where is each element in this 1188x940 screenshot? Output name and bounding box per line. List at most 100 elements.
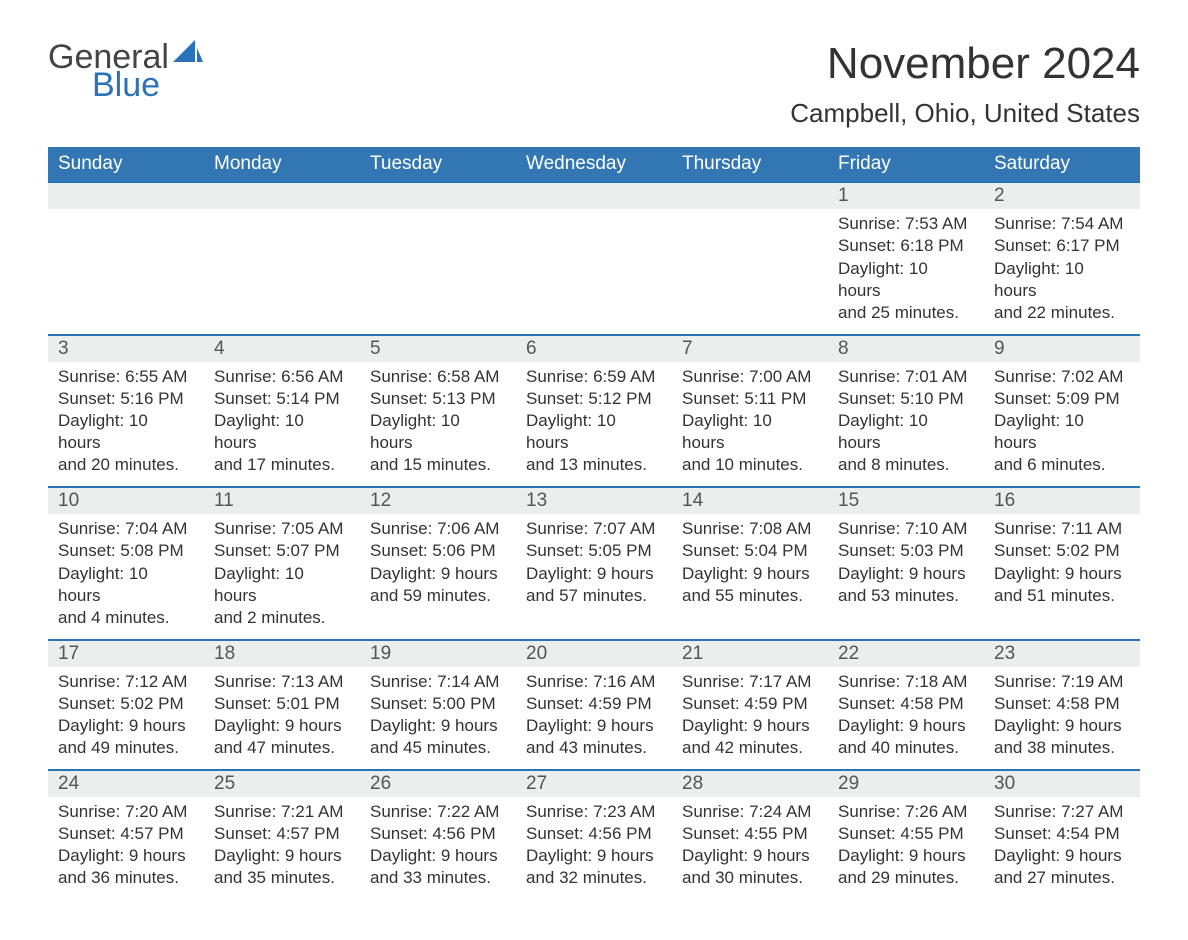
- sunset-line: Sunset: 5:13 PM: [370, 388, 506, 410]
- empty-day-band: [516, 183, 672, 209]
- sunset-line: Sunset: 4:57 PM: [58, 823, 194, 845]
- daylight-line: and 4 minutes.: [58, 607, 194, 629]
- calendar-day-cell: 16Sunrise: 7:11 AMSunset: 5:02 PMDayligh…: [984, 487, 1140, 639]
- weekday-header: Wednesday: [516, 147, 672, 182]
- daylight-line: and 32 minutes.: [526, 867, 662, 889]
- daylight-line: Daylight: 10 hours: [370, 410, 506, 454]
- calendar-day-cell: 1Sunrise: 7:53 AMSunset: 6:18 PMDaylight…: [828, 182, 984, 334]
- brand-logo: General Blue: [48, 40, 203, 102]
- sunrise-line: Sunrise: 7:05 AM: [214, 518, 350, 540]
- calendar-day-cell: 25Sunrise: 7:21 AMSunset: 4:57 PMDayligh…: [204, 770, 360, 900]
- day-details: Sunrise: 7:20 AMSunset: 4:57 PMDaylight:…: [48, 797, 204, 899]
- calendar-day-cell: 8Sunrise: 7:01 AMSunset: 5:10 PMDaylight…: [828, 335, 984, 487]
- daylight-line: and 25 minutes.: [838, 302, 974, 324]
- sunset-line: Sunset: 4:59 PM: [682, 693, 818, 715]
- day-details: Sunrise: 7:08 AMSunset: 5:04 PMDaylight:…: [672, 514, 828, 616]
- sunrise-line: Sunrise: 7:17 AM: [682, 671, 818, 693]
- day-number: 24: [48, 771, 204, 797]
- daylight-line: Daylight: 9 hours: [994, 715, 1130, 737]
- daylight-line: and 13 minutes.: [526, 454, 662, 476]
- sunrise-line: Sunrise: 7:27 AM: [994, 801, 1130, 823]
- sunrise-line: Sunrise: 7:07 AM: [526, 518, 662, 540]
- daylight-line: and 51 minutes.: [994, 585, 1130, 607]
- sunset-line: Sunset: 5:08 PM: [58, 540, 194, 562]
- calendar-empty-cell: [672, 182, 828, 334]
- calendar-day-cell: 29Sunrise: 7:26 AMSunset: 4:55 PMDayligh…: [828, 770, 984, 900]
- day-number: 20: [516, 641, 672, 667]
- daylight-line: and 57 minutes.: [526, 585, 662, 607]
- sunrise-line: Sunrise: 7:02 AM: [994, 366, 1130, 388]
- day-details: Sunrise: 7:26 AMSunset: 4:55 PMDaylight:…: [828, 797, 984, 899]
- sunset-line: Sunset: 5:06 PM: [370, 540, 506, 562]
- sunset-line: Sunset: 5:11 PM: [682, 388, 818, 410]
- daylight-line: and 10 minutes.: [682, 454, 818, 476]
- day-details: Sunrise: 6:56 AMSunset: 5:14 PMDaylight:…: [204, 362, 360, 486]
- brand-part2: Blue: [92, 68, 203, 102]
- sunset-line: Sunset: 5:03 PM: [838, 540, 974, 562]
- daylight-line: and 33 minutes.: [370, 867, 506, 889]
- daylight-line: Daylight: 10 hours: [58, 410, 194, 454]
- day-number: 25: [204, 771, 360, 797]
- day-number: 13: [516, 488, 672, 514]
- sunrise-line: Sunrise: 6:59 AM: [526, 366, 662, 388]
- sunrise-line: Sunrise: 7:06 AM: [370, 518, 506, 540]
- calendar-day-cell: 3Sunrise: 6:55 AMSunset: 5:16 PMDaylight…: [48, 335, 204, 487]
- sunrise-line: Sunrise: 7:20 AM: [58, 801, 194, 823]
- daylight-line: and 45 minutes.: [370, 737, 506, 759]
- day-details: Sunrise: 7:05 AMSunset: 5:07 PMDaylight:…: [204, 514, 360, 638]
- calendar-day-cell: 19Sunrise: 7:14 AMSunset: 5:00 PMDayligh…: [360, 640, 516, 770]
- daylight-line: and 29 minutes.: [838, 867, 974, 889]
- calendar-week-row: 3Sunrise: 6:55 AMSunset: 5:16 PMDaylight…: [48, 335, 1140, 487]
- sunset-line: Sunset: 4:56 PM: [526, 823, 662, 845]
- daylight-line: Daylight: 10 hours: [838, 410, 974, 454]
- header: General Blue November 2024 Campbell, Ohi…: [48, 40, 1140, 129]
- empty-day-band: [204, 183, 360, 209]
- sunrise-line: Sunrise: 7:08 AM: [682, 518, 818, 540]
- sunset-line: Sunset: 4:59 PM: [526, 693, 662, 715]
- sunset-line: Sunset: 5:09 PM: [994, 388, 1130, 410]
- daylight-line: and 36 minutes.: [58, 867, 194, 889]
- daylight-line: Daylight: 9 hours: [214, 715, 350, 737]
- day-details: Sunrise: 7:22 AMSunset: 4:56 PMDaylight:…: [360, 797, 516, 899]
- calendar-day-cell: 2Sunrise: 7:54 AMSunset: 6:17 PMDaylight…: [984, 182, 1140, 334]
- day-details: Sunrise: 7:27 AMSunset: 4:54 PMDaylight:…: [984, 797, 1140, 899]
- daylight-line: and 59 minutes.: [370, 585, 506, 607]
- sunrise-line: Sunrise: 6:56 AM: [214, 366, 350, 388]
- calendar-day-cell: 24Sunrise: 7:20 AMSunset: 4:57 PMDayligh…: [48, 770, 204, 900]
- sunset-line: Sunset: 5:01 PM: [214, 693, 350, 715]
- calendar-empty-cell: [360, 182, 516, 334]
- daylight-line: Daylight: 10 hours: [214, 410, 350, 454]
- day-details: Sunrise: 7:01 AMSunset: 5:10 PMDaylight:…: [828, 362, 984, 486]
- daylight-line: Daylight: 10 hours: [994, 258, 1130, 302]
- sunrise-line: Sunrise: 7:14 AM: [370, 671, 506, 693]
- day-number: 18: [204, 641, 360, 667]
- day-number: 11: [204, 488, 360, 514]
- day-number: 2: [984, 183, 1140, 209]
- sunset-line: Sunset: 4:58 PM: [838, 693, 974, 715]
- day-number: 7: [672, 336, 828, 362]
- daylight-line: and 43 minutes.: [526, 737, 662, 759]
- calendar-day-cell: 9Sunrise: 7:02 AMSunset: 5:09 PMDaylight…: [984, 335, 1140, 487]
- daylight-line: Daylight: 9 hours: [838, 845, 974, 867]
- daylight-line: and 40 minutes.: [838, 737, 974, 759]
- sunset-line: Sunset: 5:16 PM: [58, 388, 194, 410]
- sunrise-line: Sunrise: 7:01 AM: [838, 366, 974, 388]
- day-number: 30: [984, 771, 1140, 797]
- daylight-line: Daylight: 9 hours: [58, 715, 194, 737]
- sunrise-line: Sunrise: 6:55 AM: [58, 366, 194, 388]
- calendar-day-cell: 26Sunrise: 7:22 AMSunset: 4:56 PMDayligh…: [360, 770, 516, 900]
- daylight-line: and 15 minutes.: [370, 454, 506, 476]
- calendar-day-cell: 4Sunrise: 6:56 AMSunset: 5:14 PMDaylight…: [204, 335, 360, 487]
- daylight-line: Daylight: 9 hours: [370, 563, 506, 585]
- weekday-header: Friday: [828, 147, 984, 182]
- day-number: 1: [828, 183, 984, 209]
- location: Campbell, Ohio, United States: [790, 98, 1140, 129]
- day-number: 8: [828, 336, 984, 362]
- daylight-line: Daylight: 10 hours: [58, 563, 194, 607]
- day-details: Sunrise: 7:53 AMSunset: 6:18 PMDaylight:…: [828, 209, 984, 333]
- day-details: Sunrise: 7:21 AMSunset: 4:57 PMDaylight:…: [204, 797, 360, 899]
- day-details: Sunrise: 7:17 AMSunset: 4:59 PMDaylight:…: [672, 667, 828, 769]
- daylight-line: and 42 minutes.: [682, 737, 818, 759]
- calendar-day-cell: 20Sunrise: 7:16 AMSunset: 4:59 PMDayligh…: [516, 640, 672, 770]
- day-number: 15: [828, 488, 984, 514]
